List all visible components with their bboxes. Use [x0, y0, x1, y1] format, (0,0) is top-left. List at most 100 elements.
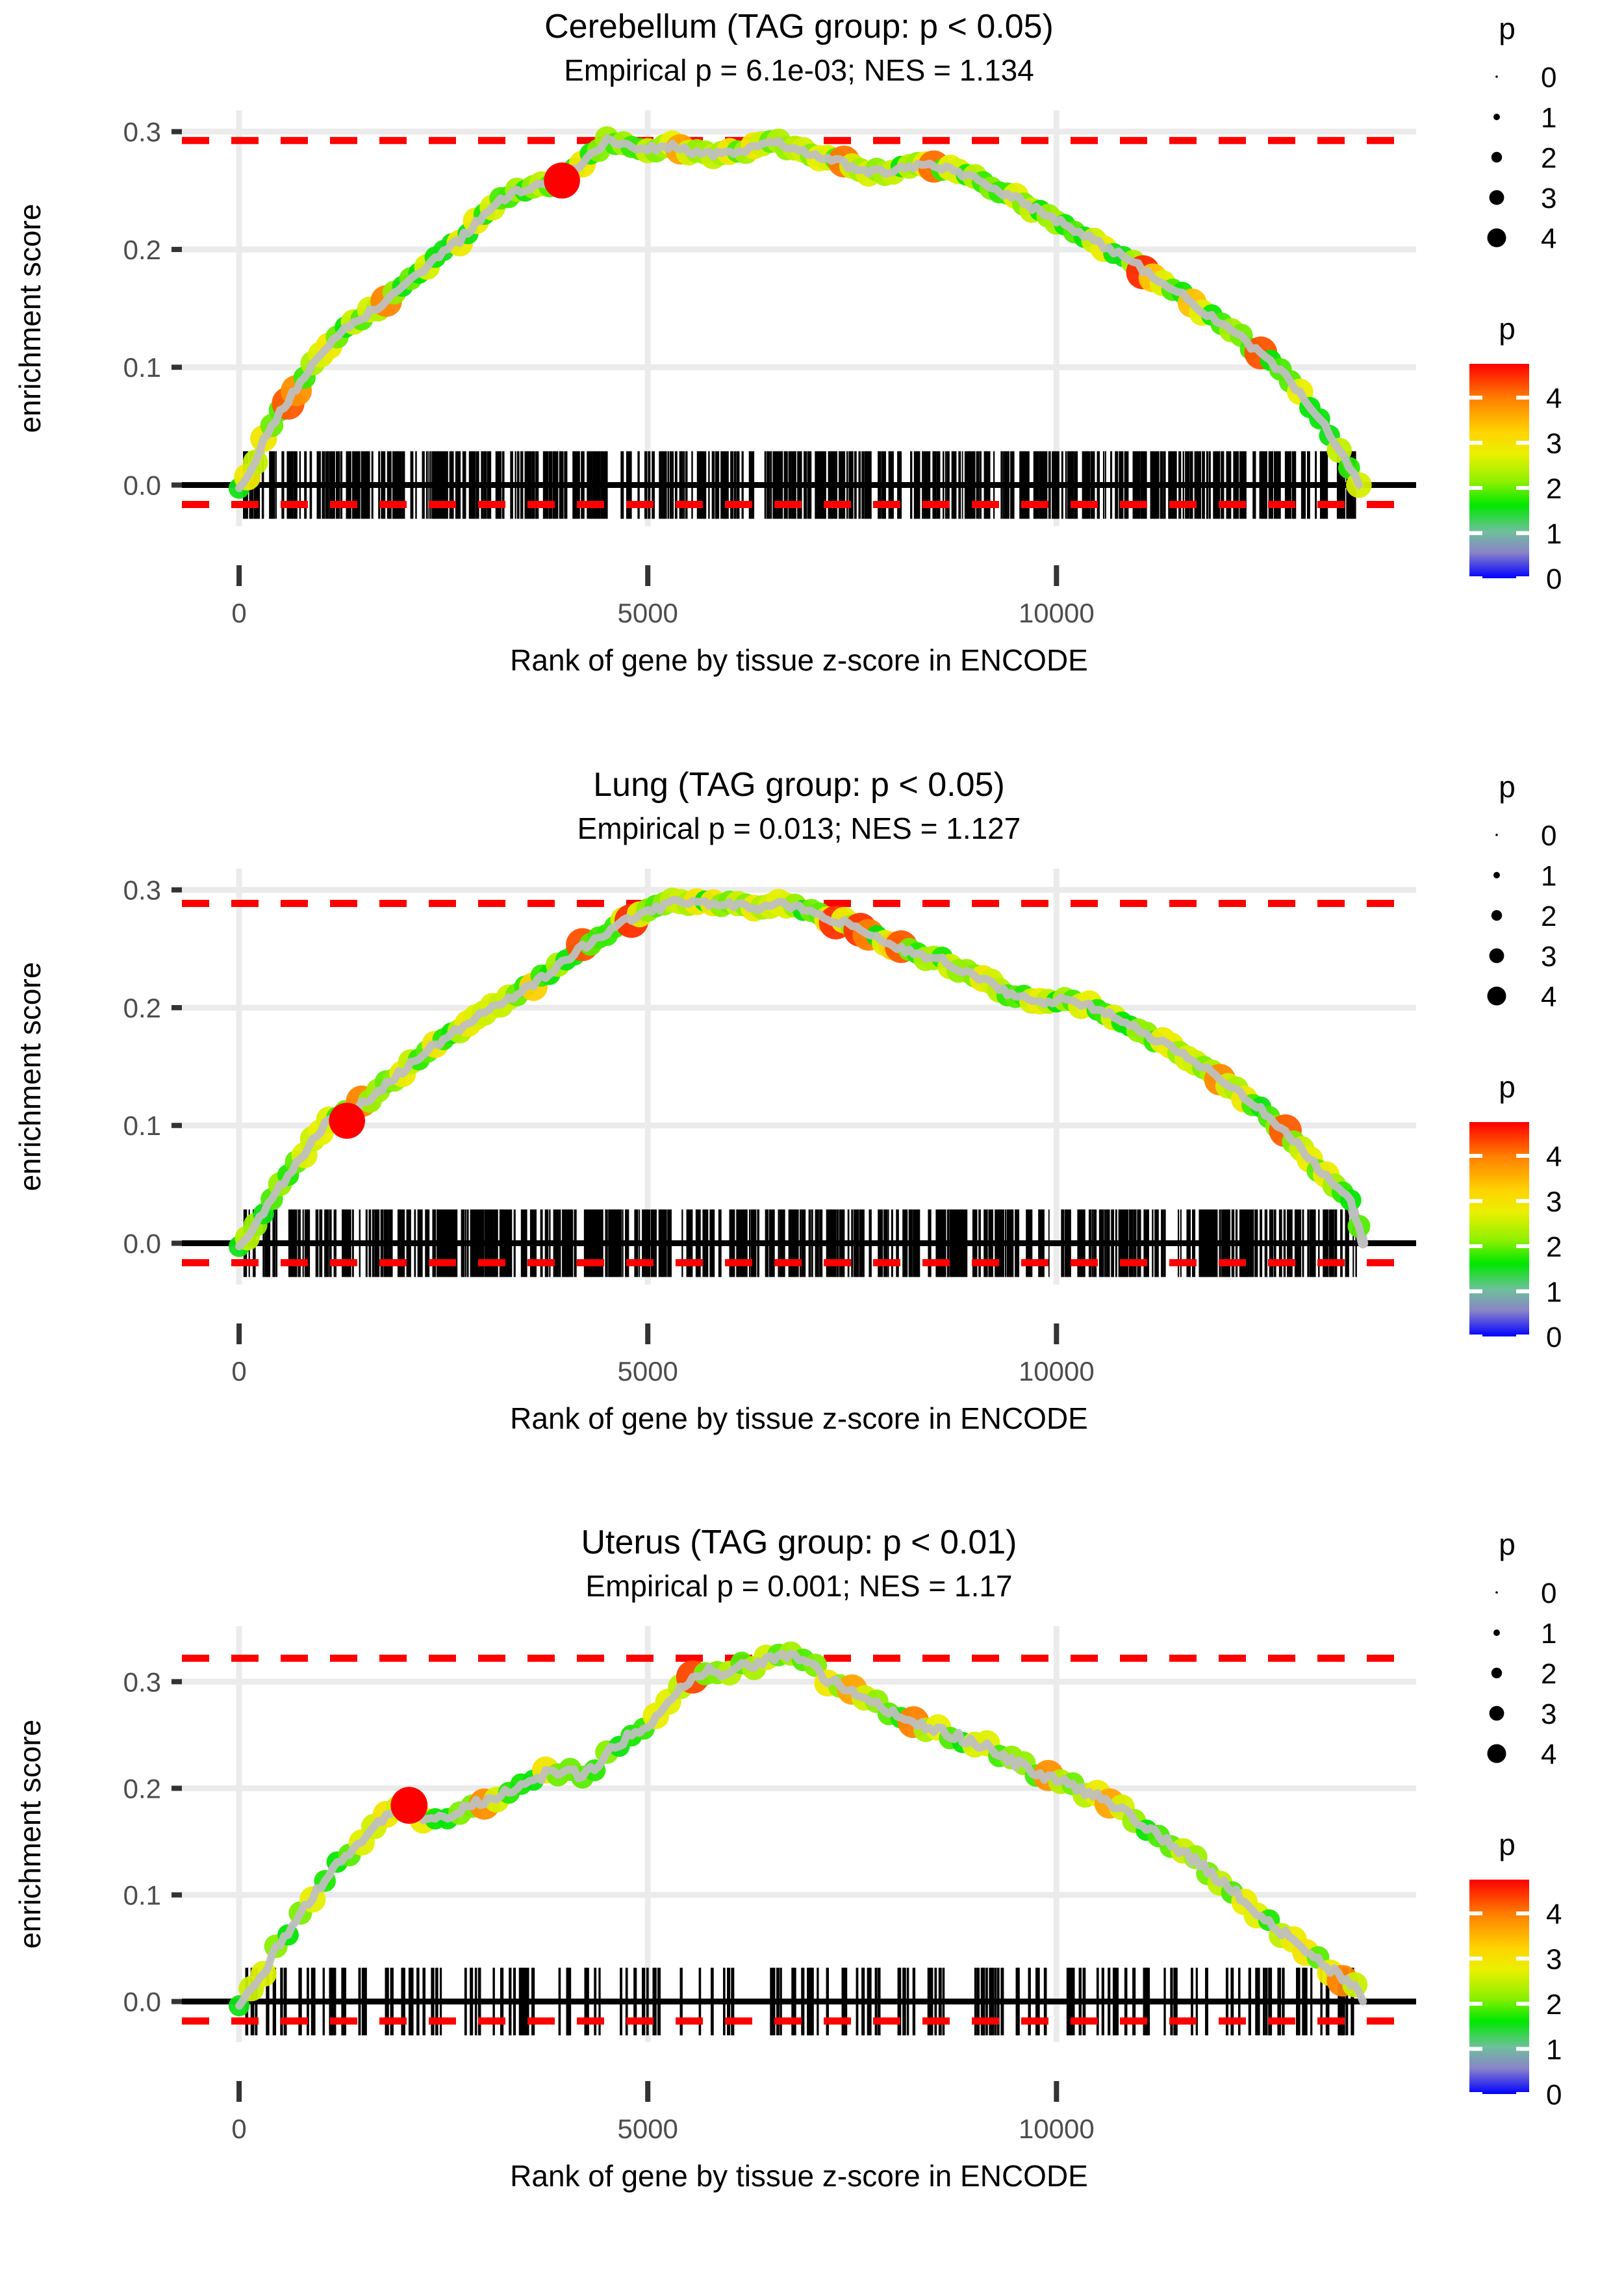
size-legend-label: 4 — [1541, 981, 1556, 1013]
highlight-point — [544, 162, 580, 199]
panel-lung: Lung (TAG group: p < 0.05) Empirical p = … — [0, 758, 1624, 1516]
x-axis-label: Rank of gene by tissue z-score in ENCODE — [510, 2159, 1088, 2193]
x-tick-label: 5000 — [617, 1356, 678, 1386]
color-bar-label: 2 — [1546, 1989, 1562, 2021]
x-tick-label: 5000 — [617, 2114, 678, 2144]
size-legend-label: 0 — [1541, 62, 1556, 94]
color-bar-label: 1 — [1546, 1276, 1562, 1308]
size-legend-dot — [1487, 1744, 1506, 1763]
color-bar-label: 4 — [1546, 1141, 1562, 1173]
size-legend-label: 2 — [1541, 1658, 1556, 1690]
y-tick-label: 0.0 — [123, 470, 161, 501]
size-legend-dot — [1495, 1591, 1498, 1594]
size-legend-title: p — [1499, 770, 1516, 804]
x-tick-label: 10000 — [1019, 1356, 1095, 1386]
size-legend-label: 0 — [1541, 1578, 1556, 1609]
color-bar-label: 2 — [1546, 1231, 1562, 1263]
panel-title: Cerebellum (TAG group: p < 0.05) — [544, 8, 1054, 45]
size-legend-dot — [1493, 114, 1500, 120]
y-tick-label: 0.2 — [123, 993, 161, 1023]
size-legend-dot — [1489, 1706, 1504, 1721]
size-legend-dot — [1489, 190, 1504, 205]
highlight-point — [390, 1787, 428, 1824]
x-axis-label: Rank of gene by tissue z-score in ENCODE — [510, 643, 1088, 677]
color-bar-label: 3 — [1546, 1944, 1562, 1976]
x-tick-label: 0 — [231, 2114, 246, 2144]
size-legend-label: 0 — [1541, 820, 1556, 852]
enrichment-curve — [235, 1650, 1367, 2010]
x-tick-label: 0 — [231, 598, 246, 628]
color-bar-label: 3 — [1546, 428, 1562, 460]
x-tick-label: 0 — [231, 1356, 246, 1386]
panel-cerebellum: Cerebellum (TAG group: p < 0.05) Empirica… — [0, 0, 1624, 758]
color-legend: p 4 3 2 1 0 — [1469, 1828, 1562, 2111]
size-legend-dot — [1491, 910, 1503, 921]
y-tick-label: 0.3 — [123, 875, 161, 905]
size-legend-dot — [1495, 75, 1498, 78]
y-axis-label: enrichment score — [13, 1720, 47, 1949]
size-legend-dot — [1495, 833, 1498, 836]
panel-title: Uterus (TAG group: p < 0.01) — [581, 1524, 1017, 1561]
size-legend-dot — [1491, 151, 1503, 163]
x-tick-label: 10000 — [1019, 2114, 1095, 2144]
size-legend-label: 2 — [1541, 142, 1556, 174]
size-legend-label: 1 — [1541, 860, 1556, 892]
size-legend-title: p — [1499, 12, 1516, 45]
color-bar-label: 2 — [1546, 473, 1562, 505]
color-bar-label: 0 — [1546, 563, 1562, 595]
y-tick-label: 0.0 — [123, 1987, 161, 2017]
panel-lung-plot: Lung (TAG group: p < 0.05) Empirical p = … — [13, 766, 1562, 1435]
color-bar-label: 4 — [1546, 1898, 1562, 1930]
x-tick-label: 10000 — [1019, 598, 1095, 628]
panel-title: Lung (TAG group: p < 0.05) — [593, 766, 1005, 804]
size-legend-dot — [1491, 1667, 1503, 1679]
y-axis-label: enrichment score — [13, 204, 47, 433]
y-tick-label: 0.2 — [123, 235, 161, 265]
panel-subtitle: Empirical p = 6.1e-03; NES = 1.134 — [564, 53, 1034, 87]
color-bar-label: 1 — [1546, 518, 1562, 550]
y-tick-label: 0.1 — [123, 1110, 161, 1141]
color-bar-label: 3 — [1546, 1186, 1562, 1218]
size-legend-dot — [1489, 948, 1504, 963]
highlight-point — [329, 1102, 365, 1139]
y-tick-label: 0.3 — [123, 117, 161, 147]
color-bar-label: 0 — [1546, 1322, 1562, 1353]
enrichment-curve — [235, 895, 1367, 1251]
size-legend-label: 1 — [1541, 1618, 1556, 1650]
color-legend-title: p — [1499, 1828, 1516, 1861]
enrichment-curve — [235, 134, 1363, 492]
size-legend: p0 1 2 3 4 — [1487, 770, 1556, 1013]
x-axis-label: Rank of gene by tissue z-score in ENCODE — [510, 1401, 1088, 1435]
y-tick-label: 0.3 — [123, 1667, 161, 1698]
color-legend: p 4 3 2 1 0 — [1469, 1070, 1562, 1353]
panel-uterus: Uterus (TAG group: p < 0.01) Empirical p … — [0, 1516, 1624, 2274]
size-legend-title: p — [1499, 1527, 1516, 1561]
y-tick-label: 0.1 — [123, 352, 161, 383]
color-bar-label: 0 — [1546, 2079, 1562, 2111]
size-legend-label: 3 — [1541, 183, 1556, 214]
size-legend: p0 1 2 3 4 — [1487, 12, 1556, 255]
y-axis-label: enrichment score — [13, 962, 47, 1191]
color-bar-label: 4 — [1546, 383, 1562, 415]
panel-cerebellum-plot: Cerebellum (TAG group: p < 0.05) Empirica… — [13, 8, 1562, 677]
size-legend-dot — [1493, 1629, 1500, 1637]
axes: 0.0 0.1 0.2 0.3 0 5000 10000 — [123, 1667, 1095, 2145]
size-legend-label: 3 — [1541, 941, 1556, 973]
y-tick-label: 0.1 — [123, 1880, 161, 1911]
y-tick-label: 0.0 — [123, 1228, 161, 1258]
color-legend-title: p — [1499, 1070, 1516, 1104]
y-tick-label: 0.2 — [123, 1774, 161, 1804]
size-legend-label: 4 — [1541, 223, 1556, 255]
size-legend-label: 1 — [1541, 102, 1556, 134]
size-legend-dot — [1487, 986, 1506, 1006]
size-legend-label: 3 — [1541, 1698, 1556, 1730]
size-legend-label: 2 — [1541, 901, 1556, 932]
panel-subtitle: Empirical p = 0.013; NES = 1.127 — [577, 811, 1021, 845]
size-legend-dot — [1487, 228, 1506, 248]
color-legend: p 4 3 2 1 0 — [1469, 312, 1562, 595]
axes: 0.0 0.1 0.2 0.3 0 5000 10000 — [123, 875, 1095, 1386]
size-legend-label: 4 — [1541, 1739, 1556, 1770]
size-legend-dot — [1493, 871, 1500, 878]
axes: 0.0 0.1 0.2 0.3 0 5000 10000 — [123, 117, 1095, 628]
